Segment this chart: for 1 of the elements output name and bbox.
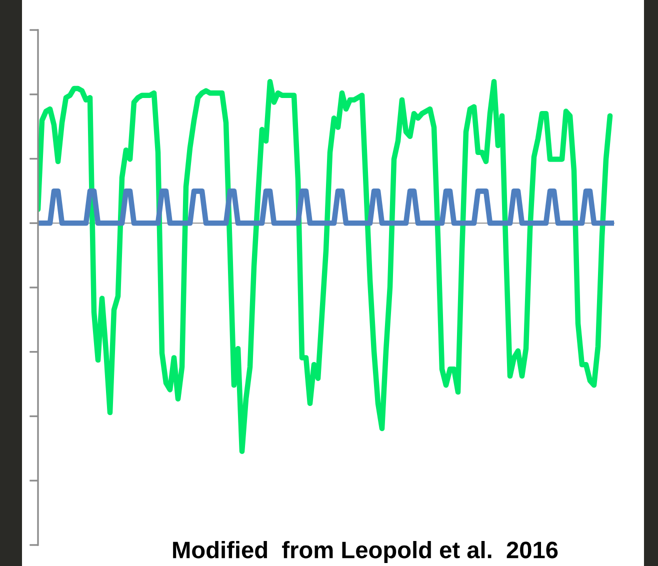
text: Modified from Leopold et al. 2016 (173, 540, 558, 563)
